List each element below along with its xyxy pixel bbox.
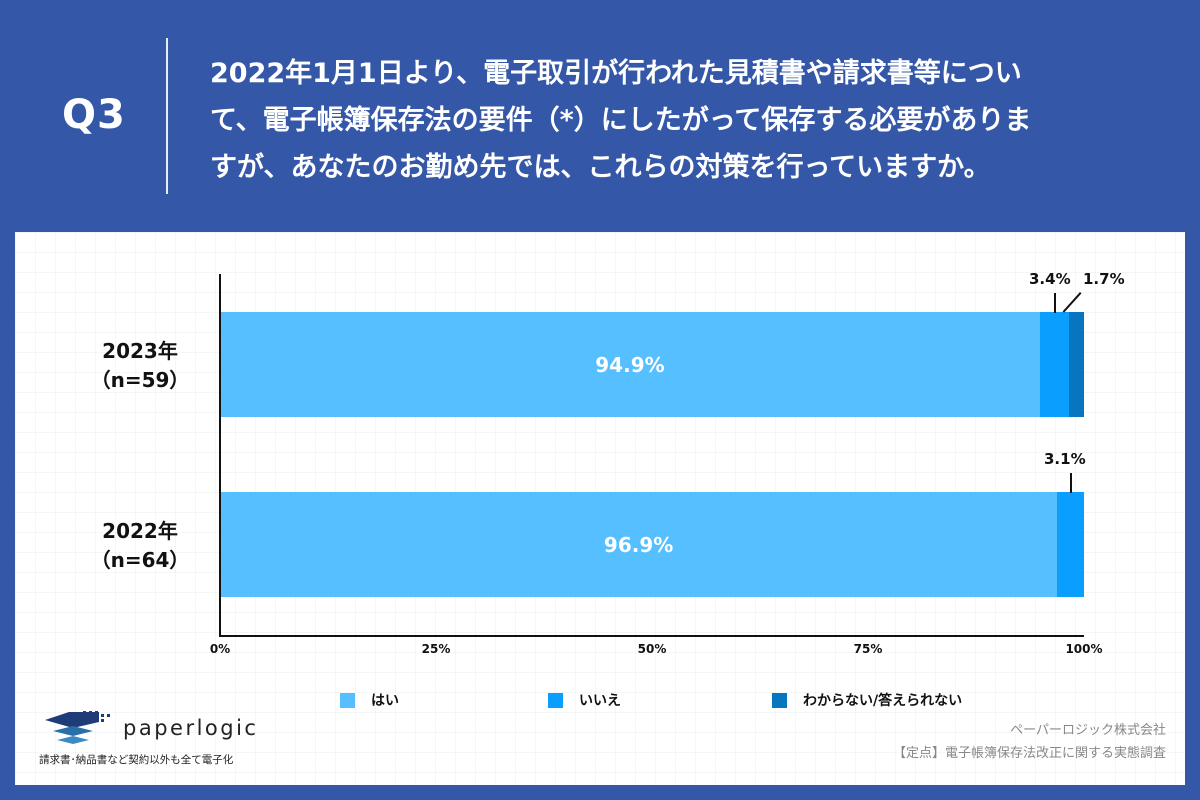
x-axis	[219, 635, 1084, 637]
x-tick: 50%	[637, 642, 667, 656]
x-tick: 0%	[209, 642, 231, 656]
legend-swatch	[772, 692, 787, 708]
segment-value-label: 94.9%	[595, 352, 665, 377]
callout-2023-no: 3.4%	[1029, 270, 1071, 288]
bar-segment-yes: 94.9%	[220, 312, 1040, 417]
row-year: 2023年	[102, 339, 178, 363]
bar-segment-no	[1039, 312, 1070, 417]
leader-line	[1054, 293, 1056, 313]
bar-segment-yes: 96.9%	[220, 492, 1058, 597]
x-tick: 75%	[853, 642, 883, 656]
row-n: （n=64）	[90, 548, 190, 572]
leader-line	[1070, 473, 1072, 493]
legend-item-unknown: わからない/答えられない	[772, 690, 962, 710]
x-tick: 25%	[421, 642, 451, 656]
segment-value-label: 96.9%	[603, 532, 674, 557]
leader-line	[1062, 292, 1082, 313]
question-number: Q3	[62, 92, 126, 138]
legend-swatch	[340, 692, 355, 708]
row-year: 2022年	[102, 519, 178, 543]
question-header: Q3 2022年1月1日より、電子取引が行われた見積書や請求書等につい て、電子…	[0, 0, 1200, 232]
paperlogic-logo: paperlogic 請求書･納品書など契約以外も全て電子化	[33, 710, 273, 780]
bar-segment-no	[1057, 492, 1084, 597]
y-axis	[219, 274, 221, 636]
legend-label: わからない/答えられない	[803, 693, 963, 709]
paperlogic-layers-icon	[45, 711, 110, 744]
logo-tagline: 請求書･納品書など契約以外も全て電子化	[39, 754, 234, 766]
header-divider	[166, 38, 168, 194]
chart-panel: 2023年 （n=59） 2022年 （n=64） 94.9% 3.4% 1.7…	[15, 232, 1185, 785]
legend-label: いいえ	[579, 693, 621, 709]
row-n: （n=59）	[90, 368, 190, 392]
bar-2022: 96.9%	[220, 492, 1084, 597]
x-tick: 100%	[1065, 642, 1103, 656]
source-credit: ペーパーロジック株式会社 【定点】電子帳簿保存法改正に関する実態調査	[893, 719, 1166, 765]
row-label-2023: 2023年 （n=59）	[75, 337, 205, 395]
callout-2022-no: 3.1%	[1044, 450, 1086, 468]
bar-segment-unknown	[1069, 312, 1084, 417]
legend-item-no: いいえ	[548, 690, 621, 710]
source-company: ペーパーロジック株式会社	[1010, 723, 1166, 738]
legend-label: はい	[371, 693, 399, 709]
question-line: すが、あなたのお勤め先では、これらの対策を行っていますか。	[210, 152, 991, 183]
source-survey: 【定点】電子帳簿保存法改正に関する実態調査	[892, 746, 1166, 761]
chart-legend: はい いいえ わからない/答えられない	[15, 690, 1185, 710]
callout-2023-unknown: 1.7%	[1083, 270, 1125, 288]
legend-swatch	[548, 692, 563, 708]
legend-item-yes: はい	[340, 690, 399, 710]
logo-wordmark: paperlogic	[123, 716, 259, 740]
question-line: 2022年1月1日より、電子取引が行われた見積書や請求書等につい	[210, 58, 1022, 89]
question-text: 2022年1月1日より、電子取引が行われた見積書や請求書等につい て、電子帳簿保…	[210, 50, 1170, 191]
row-label-2022: 2022年 （n=64）	[75, 517, 205, 575]
bar-2023: 94.9%	[220, 312, 1084, 417]
question-line: て、電子帳簿保存法の要件（*）にしたがって保存する必要がありま	[210, 105, 1032, 136]
